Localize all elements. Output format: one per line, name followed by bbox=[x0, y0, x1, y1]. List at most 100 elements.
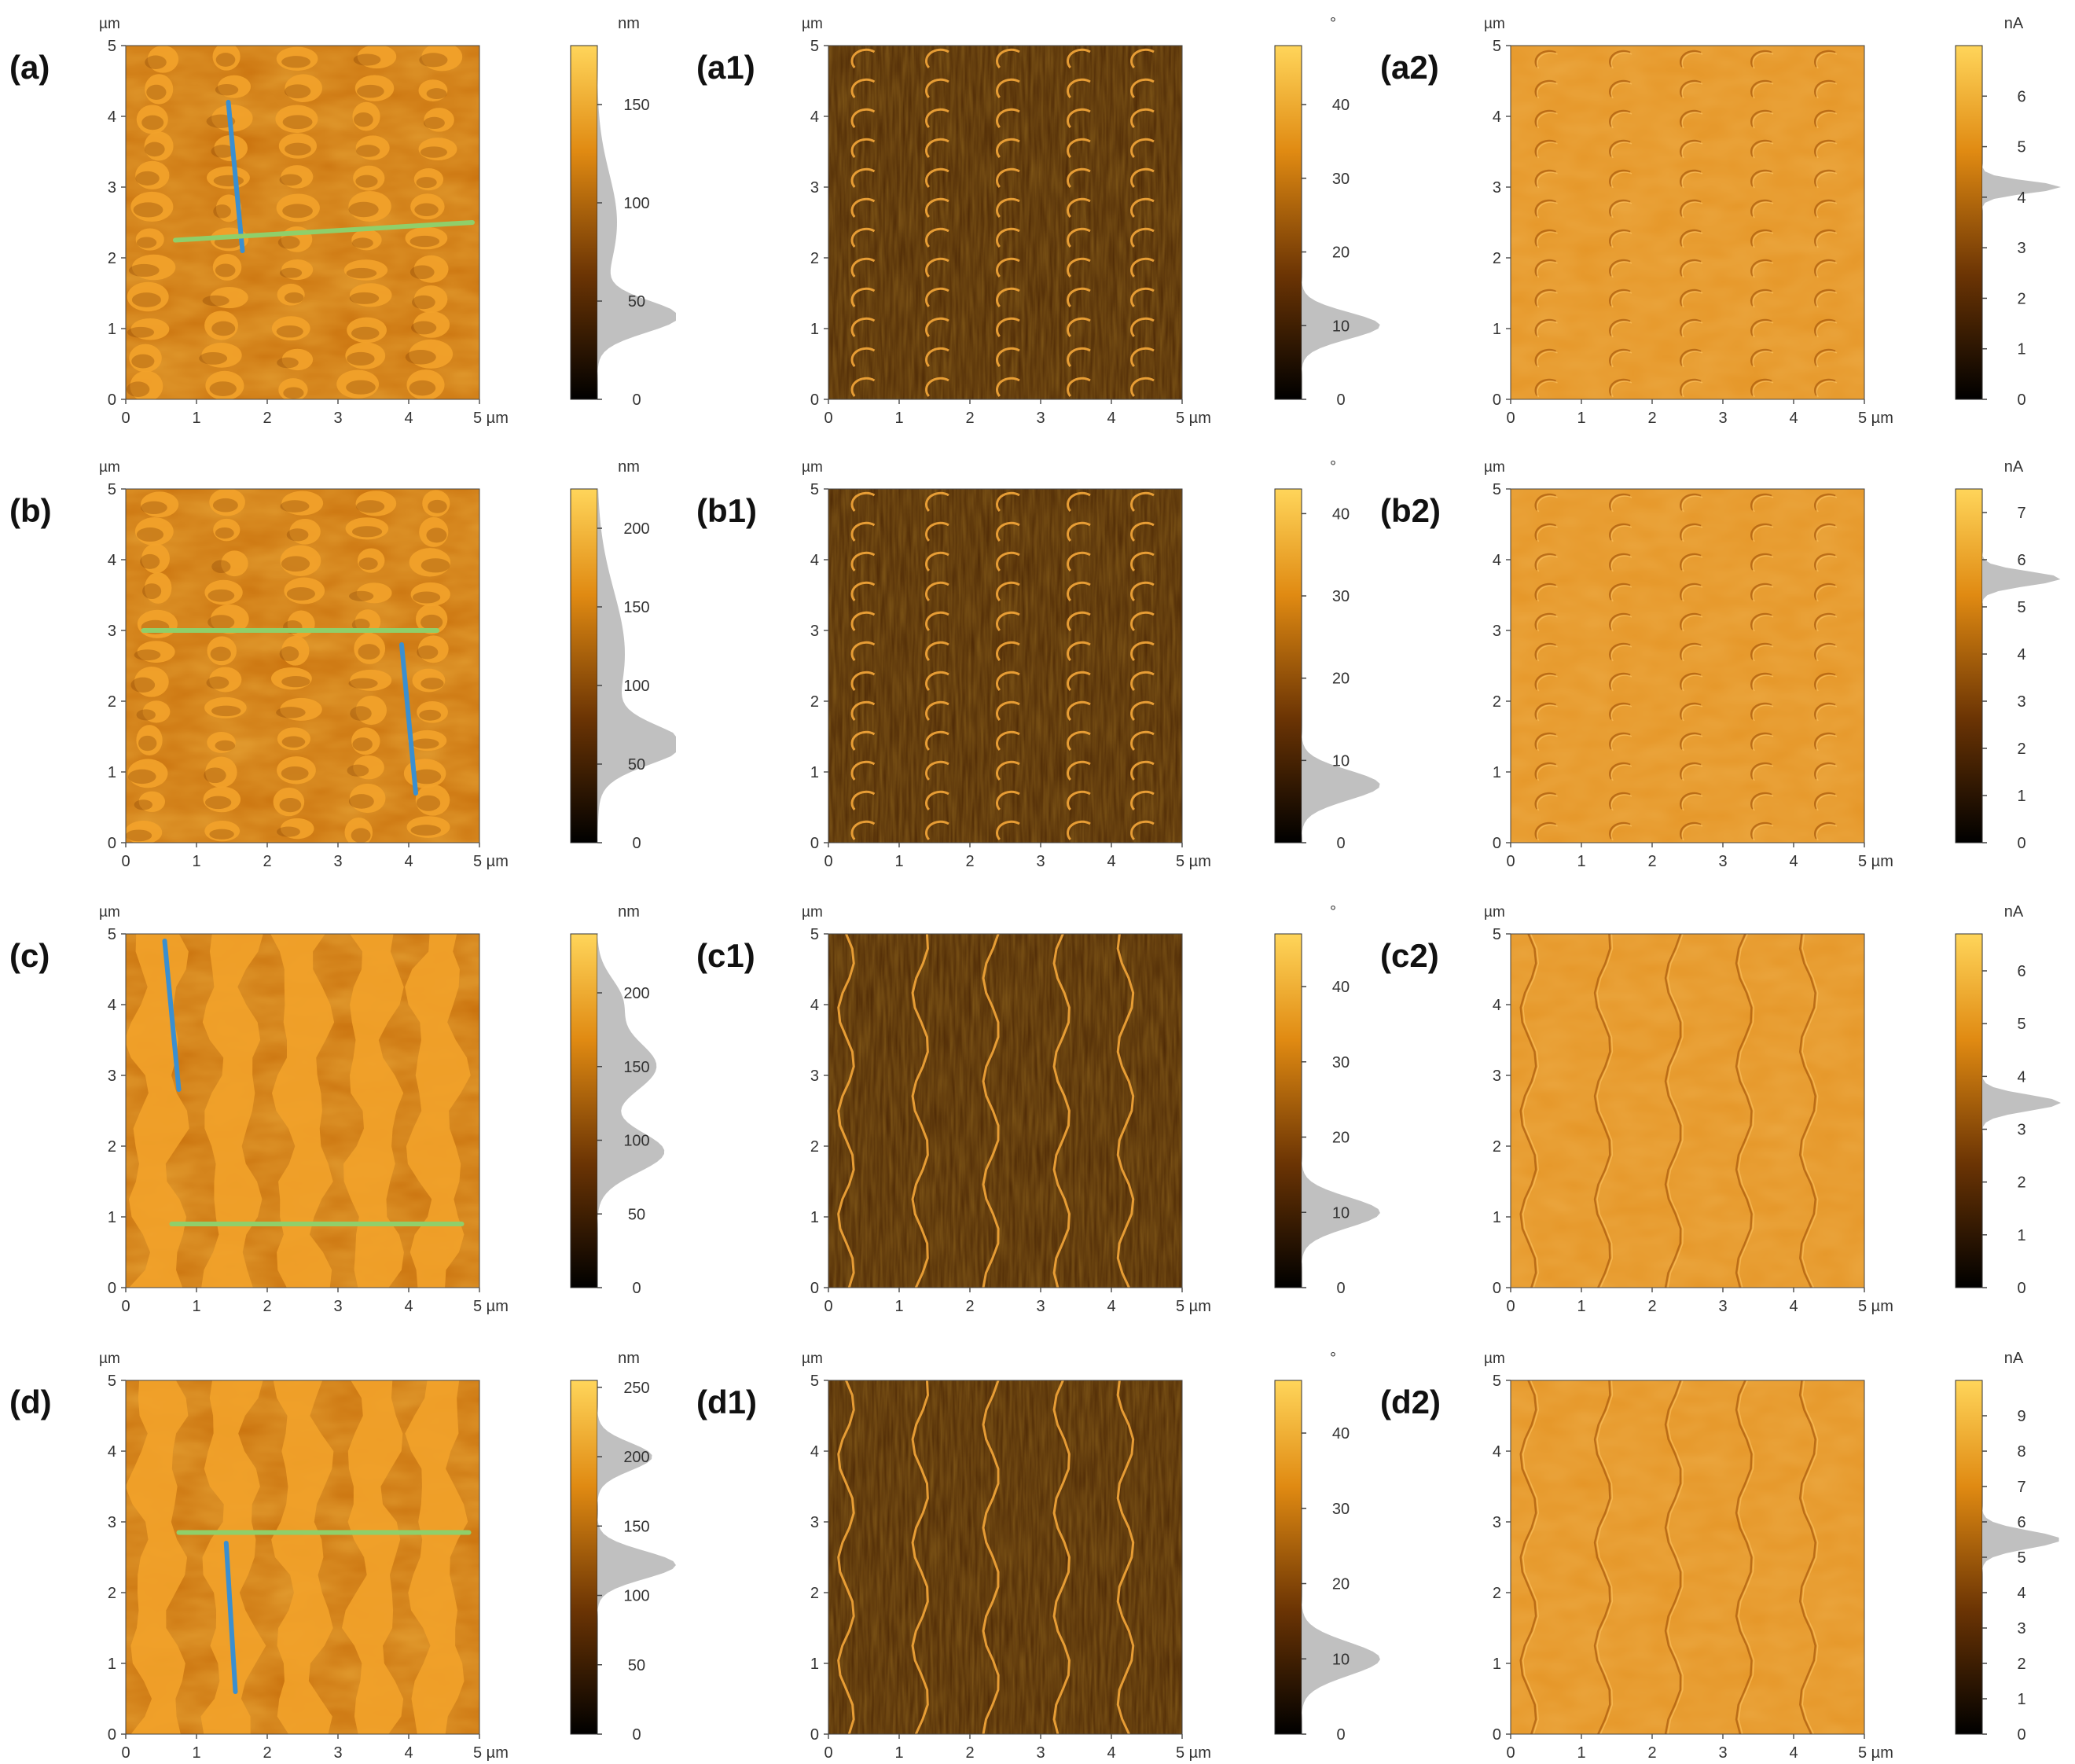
afm-relief-highlight bbox=[1816, 380, 1838, 398]
afm-bead-shadow bbox=[414, 203, 439, 216]
afm-relief-arc bbox=[1534, 259, 1557, 277]
x-tick-label: 0 bbox=[824, 1744, 832, 1762]
afm-relief-arc bbox=[1680, 259, 1702, 277]
afm-relief-arc bbox=[1750, 259, 1772, 277]
afm-edge-arc bbox=[925, 551, 949, 571]
x-tick-label: 2 bbox=[1647, 410, 1656, 427]
afm-relief-arc bbox=[1750, 642, 1772, 660]
y-tick-label: 1 bbox=[108, 321, 116, 338]
afm-relief-arc bbox=[1534, 642, 1557, 660]
afm-edge-arc bbox=[925, 377, 949, 397]
afm-edge-arc bbox=[996, 641, 1020, 661]
afm-bead bbox=[405, 226, 448, 250]
afm-bead-shadow bbox=[128, 263, 160, 277]
x-axis-end-label: 5 µm bbox=[1176, 1298, 1211, 1315]
afm-noise bbox=[126, 46, 479, 399]
afm-bead-shadow bbox=[348, 201, 379, 218]
colorbar-tick-label: 0 bbox=[2017, 1280, 2025, 1297]
afm-edge-arc bbox=[1067, 287, 1091, 307]
afm-edge-arc bbox=[996, 700, 1020, 721]
afm-edge-arc bbox=[850, 611, 876, 631]
y-tick-label: 0 bbox=[108, 1280, 116, 1297]
afm-relief-arc bbox=[1609, 642, 1631, 660]
afm-relief-arc bbox=[1814, 821, 1836, 840]
afm-bead-shadow bbox=[355, 175, 378, 188]
y-tick-label: 2 bbox=[810, 1138, 819, 1156]
afm-texture bbox=[1511, 489, 1864, 843]
afm-relief-line bbox=[1593, 1380, 1611, 1734]
afm-relief-highlight bbox=[1610, 674, 1632, 692]
afm-relief-highlight bbox=[1752, 764, 1774, 781]
afm-relief-highlight bbox=[1681, 141, 1703, 159]
afm-relief-highlight bbox=[1752, 824, 1774, 841]
colorbar-tick-label: 10 bbox=[1332, 752, 1350, 770]
afm-edge-arc bbox=[925, 108, 949, 128]
afm-relief-highlight bbox=[1537, 291, 1558, 308]
afm-relief-arc bbox=[1609, 493, 1631, 511]
afm-bead bbox=[410, 193, 445, 220]
afm-bead bbox=[415, 784, 450, 816]
afm-edge-arc bbox=[850, 287, 876, 307]
afm-edge-arc bbox=[996, 581, 1020, 601]
afm-relief-highlight bbox=[1681, 555, 1703, 572]
afm-bead bbox=[336, 369, 380, 399]
afm-edge-arc bbox=[1067, 377, 1091, 397]
afm-relief-highlight bbox=[1610, 585, 1632, 602]
y-tick-label: 2 bbox=[810, 250, 819, 267]
afm-ridge bbox=[343, 934, 404, 1288]
afm-bead-shadow bbox=[135, 171, 160, 186]
afm-bead bbox=[418, 79, 448, 101]
afm-relief-highlight bbox=[1681, 585, 1703, 602]
afm-bead-shadow bbox=[136, 527, 164, 542]
afm-bead-shadow bbox=[140, 553, 160, 569]
afm-noise bbox=[828, 934, 1182, 1288]
y-axis-unit: µm bbox=[802, 1351, 823, 1367]
afm-relief-arc bbox=[1814, 199, 1836, 217]
afm-relief-arc bbox=[1680, 762, 1702, 780]
colorbar-tick-label: 1 bbox=[2017, 1691, 2025, 1708]
afm-relief-highlight bbox=[1610, 495, 1632, 513]
afm-relief-arc bbox=[1750, 493, 1772, 511]
afm-bead-shadow bbox=[284, 292, 304, 303]
y-tick-label: 1 bbox=[108, 764, 116, 781]
afm-edge-arc bbox=[850, 347, 876, 367]
afm-edge-arc bbox=[1130, 197, 1155, 218]
colorbar-tick-label: 0 bbox=[2017, 1726, 2025, 1744]
afm-relief-highlight bbox=[1752, 261, 1774, 278]
afm-bead bbox=[355, 135, 390, 160]
afm-relief-highlight bbox=[1681, 734, 1703, 752]
afm-bead-shadow bbox=[348, 678, 378, 689]
x-tick-label: 3 bbox=[1036, 410, 1045, 427]
x-tick-label: 3 bbox=[333, 410, 342, 427]
y-axis-unit: µm bbox=[802, 904, 823, 921]
afm-bead bbox=[406, 369, 445, 399]
y-tick-label: 3 bbox=[108, 1068, 116, 1085]
y-tick-label: 5 bbox=[810, 926, 819, 943]
afm-relief-arc bbox=[1680, 523, 1702, 541]
afm-bead-shadow bbox=[283, 387, 304, 399]
afm-relief-highlight bbox=[1596, 1380, 1614, 1734]
colorbar-tick-label: 0 bbox=[2017, 835, 2025, 852]
afm-relief-arc bbox=[1680, 642, 1702, 660]
afm-bead bbox=[352, 101, 380, 131]
afm-relief-arc bbox=[1609, 109, 1631, 127]
afm-relief-arc bbox=[1750, 378, 1772, 396]
x-tick-label: 4 bbox=[1107, 1744, 1115, 1762]
afm-relief-line bbox=[1798, 934, 1817, 1288]
colorbar-tick-label: 5 bbox=[2017, 139, 2025, 156]
afm-bead bbox=[277, 283, 305, 306]
afm-bead-shadow bbox=[127, 769, 156, 785]
x-tick-label: 4 bbox=[1789, 410, 1798, 427]
afm-texture bbox=[126, 1380, 479, 1734]
afm-bead-shadow bbox=[208, 615, 235, 630]
afm-edge-arc bbox=[1067, 790, 1091, 810]
afm-relief-highlight bbox=[1752, 704, 1774, 722]
x-tick-label: 0 bbox=[824, 1298, 832, 1315]
afm-bead-shadow bbox=[419, 709, 442, 721]
colorbar-unit: nm bbox=[618, 15, 640, 32]
afm-edge-arc bbox=[925, 820, 949, 840]
y-tick-label: 3 bbox=[108, 179, 116, 197]
afm-edge-arc bbox=[996, 108, 1020, 128]
afm-bead-shadow bbox=[279, 646, 299, 662]
afm-relief-arc bbox=[1750, 50, 1772, 68]
